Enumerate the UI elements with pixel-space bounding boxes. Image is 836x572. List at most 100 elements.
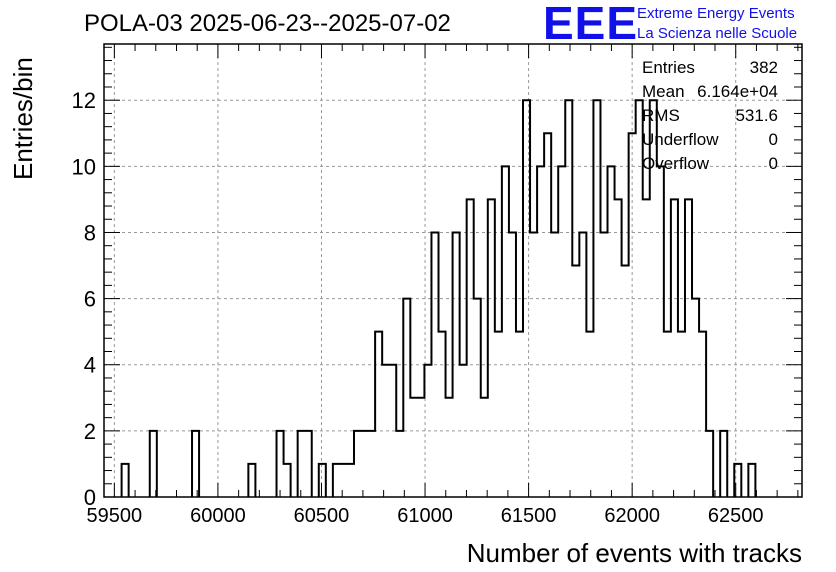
histogram-bin — [354, 431, 361, 497]
histogram-bin — [467, 199, 474, 497]
histogram-bin — [248, 464, 255, 497]
histogram-bin — [544, 133, 551, 497]
histogram-bin — [488, 199, 495, 497]
y-tick-label: 2 — [84, 419, 96, 444]
logo-line-2: La Scienza nelle Scuole — [637, 25, 798, 42]
stat-row-entries: Entries 382 — [642, 58, 778, 82]
histogram-bin — [699, 332, 706, 497]
y-tick-label: 0 — [84, 485, 96, 510]
stat-row-rms: RMS 531.6 — [642, 106, 778, 130]
histogram-bin — [720, 431, 727, 497]
histogram-bin — [410, 398, 417, 497]
stat-label: Overflow — [642, 154, 710, 173]
stat-value: 0 — [768, 130, 778, 149]
histogram-bin — [671, 199, 678, 497]
histogram-bin — [305, 431, 312, 497]
histogram-bin — [572, 266, 579, 497]
stat-label: Underflow — [642, 130, 719, 149]
histogram-bin — [361, 431, 368, 497]
y-tick-label: 10 — [72, 154, 96, 179]
histogram-bin — [150, 431, 157, 497]
stat-label: Entries — [642, 58, 695, 77]
histogram-bin — [685, 199, 692, 497]
histogram-bin — [608, 166, 615, 497]
y-tick-label: 8 — [84, 220, 96, 245]
histogram-bin — [565, 100, 572, 497]
histogram-outline — [120, 99, 757, 497]
stat-value: 0 — [768, 154, 778, 173]
histogram-bin — [706, 431, 713, 497]
x-axis-label: Number of events with tracks — [466, 538, 802, 568]
histogram-bin — [460, 365, 467, 497]
histogram-bin — [284, 464, 291, 497]
histogram-bin — [495, 332, 502, 497]
histogram-bin — [446, 398, 453, 497]
histogram-bin — [600, 232, 607, 497]
y-tick-label: 6 — [84, 287, 96, 312]
x-tick-label: 61500 — [501, 505, 557, 527]
histogram-bin — [333, 464, 340, 497]
stat-row-overflow: Overflow 0 — [642, 154, 778, 178]
histogram-bin — [530, 232, 537, 497]
plot-frame — [103, 43, 803, 498]
histogram-bin — [453, 232, 460, 497]
stat-value: 6.164e+04 — [697, 82, 778, 101]
histogram-bin — [523, 100, 530, 497]
histogram-bin — [643, 199, 650, 497]
histogram-bin — [537, 166, 544, 497]
chart-title: POLA-03 2025-06-23--2025-07-02 — [84, 10, 451, 37]
stat-value: 382 — [749, 58, 778, 77]
histogram-bin — [368, 431, 375, 497]
histogram-bin — [509, 232, 516, 497]
histogram-bin — [629, 133, 636, 497]
histogram-bin — [396, 431, 403, 497]
histogram-bin — [593, 100, 600, 497]
histogram-bin — [551, 232, 558, 497]
histogram-bin — [516, 332, 523, 497]
histogram-bin — [481, 398, 488, 497]
y-tick-label: 4 — [84, 353, 96, 378]
histogram-bin — [474, 299, 481, 497]
x-tick-label: 62500 — [708, 505, 764, 527]
histogram-bin — [277, 431, 284, 497]
histogram-bin — [664, 332, 671, 497]
histogram-bin — [382, 365, 389, 497]
x-tick-label: 60000 — [190, 505, 246, 527]
stat-row-mean: Mean 6.164e+04 — [642, 82, 778, 106]
histogram-bin — [424, 365, 431, 497]
stat-row-underflow: Underflow 0 — [642, 130, 778, 154]
histogram-bin — [340, 464, 347, 497]
x-tick-label: 62000 — [604, 505, 660, 527]
histogram-bin — [502, 166, 509, 497]
histogram-bin — [622, 266, 629, 497]
histogram-bin — [122, 464, 129, 497]
stat-label: Mean — [642, 82, 685, 101]
histogram-bin — [319, 464, 326, 497]
histogram-bin — [692, 299, 699, 497]
histogram-bin — [403, 299, 410, 497]
stat-label: RMS — [642, 106, 680, 125]
histogram-bin — [298, 431, 305, 497]
y-tick-label: 12 — [72, 88, 96, 113]
x-tick-label: 61000 — [397, 505, 453, 527]
histogram-bin — [579, 232, 586, 497]
histogram-bin — [192, 431, 199, 497]
histogram-bin — [657, 166, 664, 497]
logo-line-1: Extreme Energy Events — [637, 5, 795, 22]
histogram-bin — [347, 464, 354, 497]
stats-box: Entries 382 Mean 6.164e+04 RMS 531.6 Und… — [642, 58, 778, 178]
histogram-bin — [389, 365, 396, 497]
histogram-bin — [431, 232, 438, 497]
stat-value: 531.6 — [735, 106, 778, 125]
histogram-bin — [417, 398, 424, 497]
histogram-bin — [678, 332, 685, 497]
histogram-bin — [615, 199, 622, 497]
histogram-bin — [558, 166, 565, 497]
histogram-bin — [748, 464, 755, 497]
histogram-bin — [586, 332, 593, 497]
histogram-bin — [439, 332, 446, 497]
histogram-bin — [375, 332, 382, 497]
x-tick-label: 59500 — [87, 505, 143, 527]
logo-mark: EEE — [543, 0, 639, 49]
